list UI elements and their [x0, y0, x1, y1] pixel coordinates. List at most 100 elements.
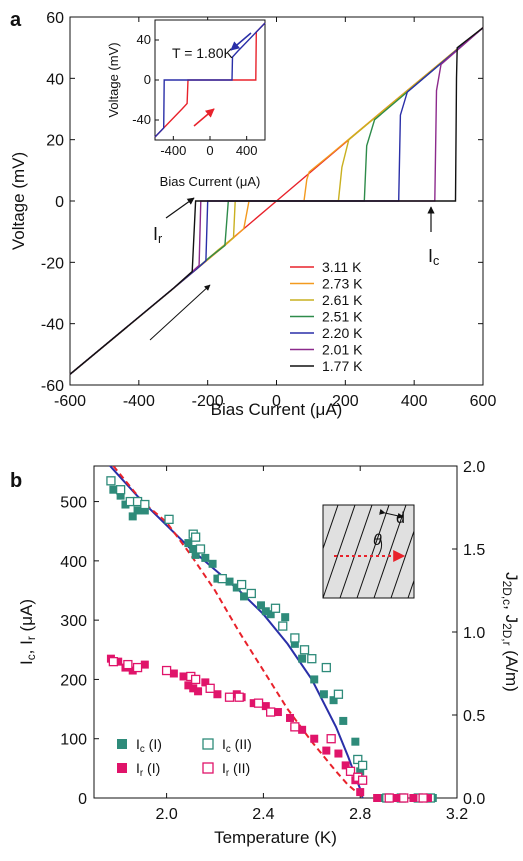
legend-marker-b — [203, 739, 213, 749]
data-point-b — [291, 634, 299, 642]
legend-label-a: 3.11 K — [322, 259, 362, 275]
data-point-b — [419, 794, 427, 802]
y-tick-label-b: 200 — [60, 672, 87, 689]
data-point-b — [218, 575, 226, 583]
data-point-b — [134, 664, 142, 672]
inset-y-tick-label: 0 — [144, 72, 151, 87]
y-axis-label-b-part: , I — [17, 640, 36, 654]
legend-label-a: 2.61 K — [322, 292, 363, 308]
y-tick-label-a: -60 — [41, 378, 64, 395]
y2-axis-label-b-part: , J — [502, 605, 521, 623]
legend-label-b: Ir (II) — [222, 760, 250, 779]
x-tick-label-b: 3.2 — [446, 806, 468, 823]
data-point-b — [226, 693, 234, 701]
data-point-b — [247, 589, 255, 597]
panel-label-b: b — [10, 470, 22, 492]
y-tick-label-a: 20 — [46, 133, 64, 150]
data-point-b — [308, 655, 316, 663]
data-point-b — [334, 690, 342, 698]
data-point-b — [385, 794, 393, 802]
inset-y-tick-label: 40 — [137, 32, 151, 47]
panel-label-a: a — [10, 9, 22, 31]
legend-marker-b — [117, 739, 127, 749]
inset-temperature-label: T = 1.80K — [172, 45, 234, 61]
data-point-b — [298, 655, 306, 663]
inset-x-tick-label: -400 — [160, 143, 186, 158]
y2-tick-label-b: 2.0 — [463, 459, 485, 476]
ir-annotation-part: r — [158, 232, 162, 246]
data-point-b — [267, 708, 275, 716]
data-point-b — [356, 788, 364, 796]
data-point-b — [165, 515, 173, 523]
d-label: d — [396, 510, 405, 527]
legend-label-b: Ic (I) — [136, 736, 162, 755]
y-tick-label-a: 0 — [55, 194, 64, 211]
panel-b: b 2.0 2.4 2.8 3.2 0 100 200 300 400 500 0.0 0.5 1.0 1.… — [10, 448, 521, 847]
legend-marker-b — [203, 763, 213, 773]
legend-label-b-part: (II) — [229, 760, 250, 776]
y2-tick-label-b: 1.5 — [463, 542, 485, 559]
y-tick-label-b: 400 — [60, 554, 87, 571]
data-point-b — [117, 486, 125, 494]
legend-label-b-part: (II) — [231, 736, 252, 752]
data-point-b — [192, 533, 200, 541]
data-point-b — [141, 501, 149, 509]
data-point-b — [310, 735, 318, 743]
data-point-b — [194, 687, 202, 695]
data-point-b — [281, 613, 289, 621]
y-tick-label-b: 0 — [78, 791, 87, 808]
x-axis-label-a: Bias Current (μA) — [211, 400, 343, 419]
data-point-b — [109, 658, 117, 666]
data-point-b — [400, 794, 408, 802]
legend-marker-b — [117, 763, 127, 773]
y2-axis-label-b: J2D,c, J2D,r (A/m) — [500, 572, 521, 692]
data-point-b — [291, 723, 299, 731]
data-point-b — [373, 794, 381, 802]
legend-label-b-part: (I) — [143, 760, 160, 776]
data-point-b — [334, 750, 342, 758]
stripe-line — [289, 505, 321, 598]
legend-label-b: Ic (II) — [222, 736, 252, 755]
y-axis-label-b: Ic, Ir (μA) — [17, 599, 38, 665]
data-point-b — [255, 699, 263, 707]
y-tick-label-b: 300 — [60, 613, 87, 630]
ir-arrow — [166, 198, 194, 218]
data-point-b — [322, 747, 330, 755]
data-point-b — [235, 693, 243, 701]
y-tick-label-b: 500 — [60, 495, 87, 512]
y2-axis-label-b-part: (A/m) — [502, 646, 521, 692]
panel-a: a-600 -400 -200 0 200 400 600-60-40-200204060B… — [9, 9, 496, 419]
sweep-arrow — [150, 285, 210, 340]
y-axis-label-a: Voltage (mV) — [9, 152, 28, 250]
data-point-b — [279, 622, 287, 630]
data-point-b — [409, 794, 417, 802]
data-point-b — [359, 761, 367, 769]
y2-tick-label-b: 0.5 — [463, 708, 485, 725]
y-tick-label-a: 60 — [46, 10, 64, 27]
data-point-b — [351, 738, 359, 746]
y-tick-label-a: 40 — [46, 71, 64, 88]
data-point-b — [201, 554, 209, 562]
y2-tick-label-b: 1.0 — [463, 625, 485, 642]
inset-y-tick-label: -40 — [132, 112, 151, 127]
data-point-b — [339, 717, 347, 725]
inset-x-axis-label: Bias Current (μA) — [160, 174, 261, 189]
legend-label-a: 1.77 K — [322, 358, 363, 374]
inset-x-tick-label: 400 — [236, 143, 258, 158]
data-point-b — [192, 675, 200, 683]
stripe-line — [425, 505, 457, 598]
data-point-b — [196, 545, 204, 553]
data-point-b — [310, 675, 318, 683]
x-tick-label-a: 600 — [470, 393, 497, 410]
ir-annotation: Ir — [153, 224, 162, 246]
inset-y-axis-label: Voltage (mV) — [106, 42, 121, 117]
data-point-b — [301, 646, 309, 654]
stripe-line — [272, 505, 304, 598]
ic-annotation-part: c — [433, 254, 439, 268]
data-point-b — [322, 664, 330, 672]
data-point-b — [286, 714, 294, 722]
y2-axis-label-b-part: J — [502, 572, 521, 581]
y-tick-label-a: -40 — [41, 317, 64, 334]
data-point-b — [320, 690, 328, 698]
